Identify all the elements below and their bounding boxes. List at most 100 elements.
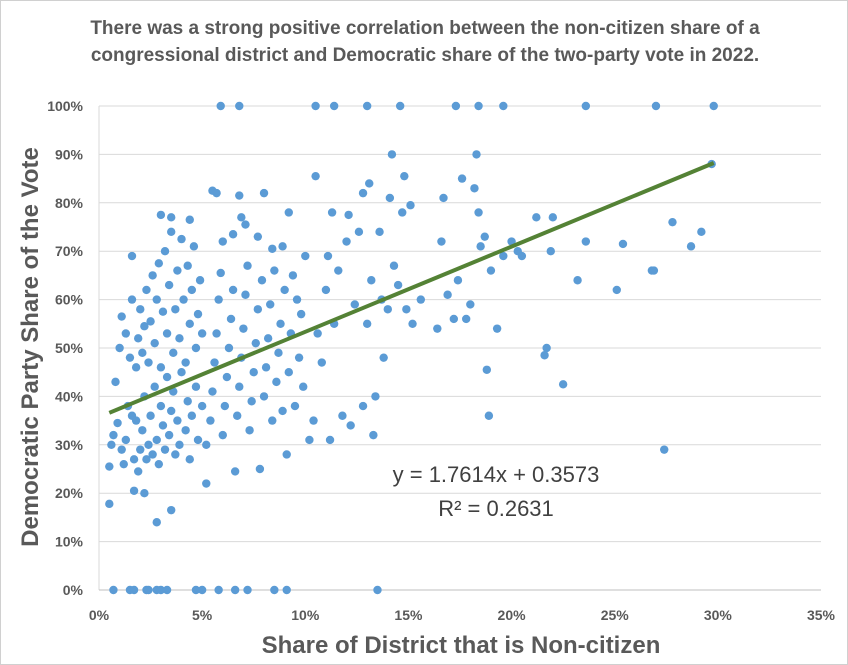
data-point bbox=[618, 239, 628, 249]
data-point bbox=[329, 101, 339, 111]
data-point bbox=[167, 505, 176, 515]
data-point bbox=[532, 213, 541, 222]
data-point bbox=[181, 426, 190, 435]
data-point bbox=[284, 368, 293, 377]
data-point bbox=[274, 348, 283, 358]
data-point bbox=[649, 266, 659, 275]
data-point bbox=[175, 440, 184, 449]
data-point bbox=[334, 266, 343, 275]
data-point bbox=[365, 179, 374, 188]
data-point bbox=[148, 450, 157, 459]
data-point bbox=[105, 462, 114, 471]
y-tick-label: 100% bbox=[47, 98, 83, 114]
data-point bbox=[373, 585, 382, 595]
data-point bbox=[476, 242, 485, 251]
trendline-r-squared: R² = 0.2631 bbox=[438, 496, 554, 521]
data-point bbox=[239, 324, 248, 333]
data-point bbox=[451, 101, 461, 111]
data-point bbox=[138, 348, 147, 358]
data-point bbox=[202, 440, 211, 449]
data-point bbox=[195, 276, 205, 285]
data-point bbox=[393, 280, 403, 290]
data-point bbox=[185, 455, 194, 464]
data-point bbox=[261, 363, 271, 372]
data-point bbox=[395, 101, 405, 111]
data-point bbox=[202, 479, 211, 488]
data-point bbox=[369, 430, 378, 440]
data-point bbox=[150, 338, 159, 348]
data-point bbox=[233, 411, 242, 420]
data-point bbox=[686, 242, 696, 251]
data-point bbox=[546, 247, 555, 256]
y-tick-label: 0% bbox=[63, 582, 84, 598]
data-point bbox=[255, 464, 265, 474]
data-point bbox=[133, 467, 143, 476]
data-point bbox=[142, 455, 151, 464]
data-point bbox=[243, 585, 252, 595]
x-tick-label: 35% bbox=[807, 607, 836, 623]
data-point bbox=[237, 213, 246, 222]
data-point bbox=[346, 421, 355, 430]
data-point bbox=[173, 266, 182, 275]
data-point bbox=[305, 435, 314, 445]
data-point bbox=[129, 455, 139, 464]
y-tick-label: 80% bbox=[55, 195, 84, 211]
data-point bbox=[453, 276, 463, 285]
data-point bbox=[276, 319, 285, 328]
data-point bbox=[131, 416, 141, 425]
data-point bbox=[437, 237, 446, 246]
data-point bbox=[398, 208, 407, 217]
data-point bbox=[268, 244, 277, 253]
data-point bbox=[470, 184, 479, 193]
data-point bbox=[226, 314, 236, 324]
data-point bbox=[266, 300, 275, 309]
data-point bbox=[140, 489, 149, 498]
data-point bbox=[400, 171, 409, 181]
data-point bbox=[472, 150, 481, 159]
data-point bbox=[156, 401, 166, 411]
data-point bbox=[367, 276, 376, 285]
x-tick-label: 10% bbox=[291, 607, 320, 623]
data-point bbox=[150, 382, 159, 391]
data-point bbox=[263, 334, 273, 343]
data-point bbox=[164, 430, 174, 440]
data-point bbox=[220, 401, 230, 411]
data-point bbox=[344, 210, 353, 220]
data-point bbox=[697, 227, 706, 237]
data-point bbox=[121, 435, 131, 445]
x-tick-label: 0% bbox=[89, 607, 110, 623]
data-point bbox=[321, 285, 331, 295]
data-point bbox=[216, 268, 225, 278]
data-point bbox=[133, 334, 143, 343]
data-point bbox=[154, 459, 164, 469]
data-point bbox=[187, 285, 197, 295]
data-point bbox=[218, 430, 227, 440]
data-point bbox=[142, 285, 151, 295]
y-tick-label: 40% bbox=[55, 388, 84, 404]
data-point bbox=[152, 435, 161, 445]
data-point bbox=[499, 101, 508, 111]
data-point bbox=[167, 213, 176, 222]
chart-title: There was a strong positive correlation … bbox=[90, 18, 760, 66]
data-point bbox=[249, 368, 258, 377]
data-point bbox=[185, 319, 194, 328]
data-point bbox=[187, 411, 197, 420]
data-point bbox=[354, 227, 364, 237]
data-point bbox=[167, 406, 176, 416]
data-point bbox=[253, 232, 263, 241]
data-point bbox=[191, 585, 201, 595]
data-point bbox=[241, 220, 250, 229]
data-point bbox=[350, 300, 359, 309]
data-point bbox=[214, 585, 223, 595]
data-point bbox=[387, 150, 397, 159]
data-point bbox=[127, 295, 137, 304]
data-point bbox=[158, 421, 168, 430]
y-tick-label: 20% bbox=[55, 485, 84, 501]
data-point bbox=[385, 193, 395, 203]
data-point bbox=[125, 353, 135, 362]
data-point bbox=[222, 372, 232, 382]
data-point bbox=[197, 329, 207, 338]
data-point bbox=[136, 305, 145, 314]
data-point bbox=[257, 276, 267, 285]
